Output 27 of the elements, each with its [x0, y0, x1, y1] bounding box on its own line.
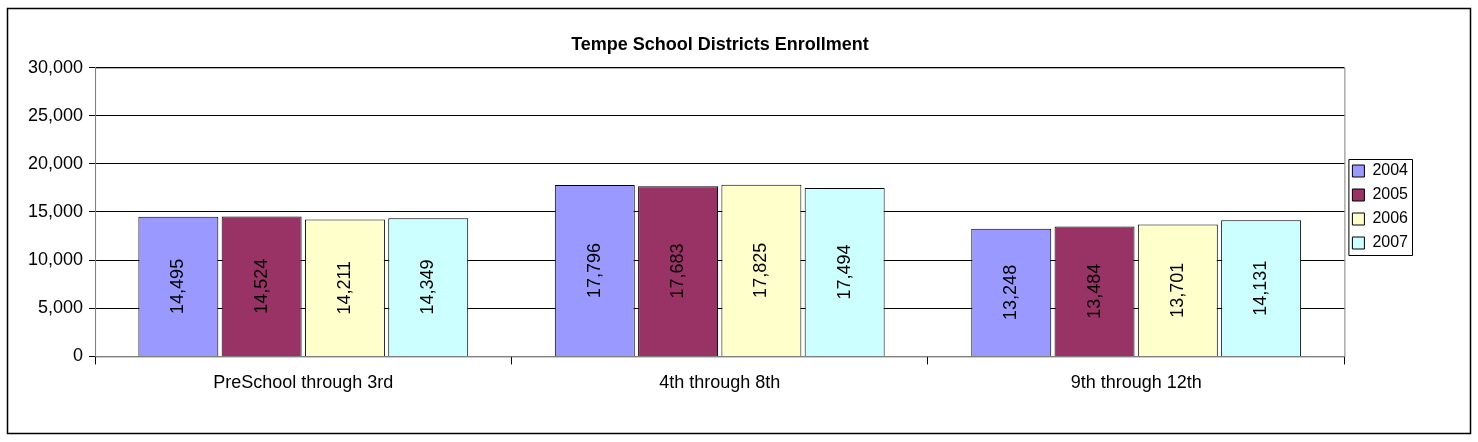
- data-label: 17,683: [667, 243, 688, 299]
- legend-label: 2006: [1372, 209, 1409, 227]
- data-label: 14,349: [417, 259, 438, 315]
- x-tick-label: 9th through 12th: [1070, 372, 1202, 393]
- y-tick-label: 30,000: [27, 56, 84, 77]
- data-label: 14,211: [333, 260, 354, 315]
- data-label: 14,524: [250, 258, 271, 314]
- y-tick-label: 20,000: [27, 152, 84, 173]
- chart-title: Tempe School Districts Enrollment: [571, 33, 869, 54]
- data-label: 17,825: [750, 242, 771, 298]
- data-label: 17,494: [833, 244, 854, 300]
- data-label: 14,495: [167, 258, 188, 314]
- y-tick-label: 25,000: [27, 104, 84, 125]
- legend-label: 2005: [1372, 185, 1409, 203]
- x-tick-label: 4th through 8th: [659, 372, 781, 393]
- data-label: 13,484: [1083, 263, 1104, 319]
- x-tick-label: PreSchool through 3rd: [213, 372, 394, 393]
- y-tick-label: 15,000: [27, 200, 84, 221]
- data-label: 17,796: [583, 242, 604, 299]
- y-tick-label: 5,000: [38, 297, 84, 318]
- data-label: 14,131: [1250, 260, 1271, 316]
- y-tick-label: 10,000: [27, 249, 84, 270]
- y-tick-label: 0: [73, 345, 84, 366]
- data-label: 13,248: [1000, 264, 1021, 320]
- legend-label: 2007: [1372, 233, 1409, 251]
- data-label: 13,701: [1166, 262, 1187, 318]
- legend-label: 2004: [1372, 161, 1409, 179]
